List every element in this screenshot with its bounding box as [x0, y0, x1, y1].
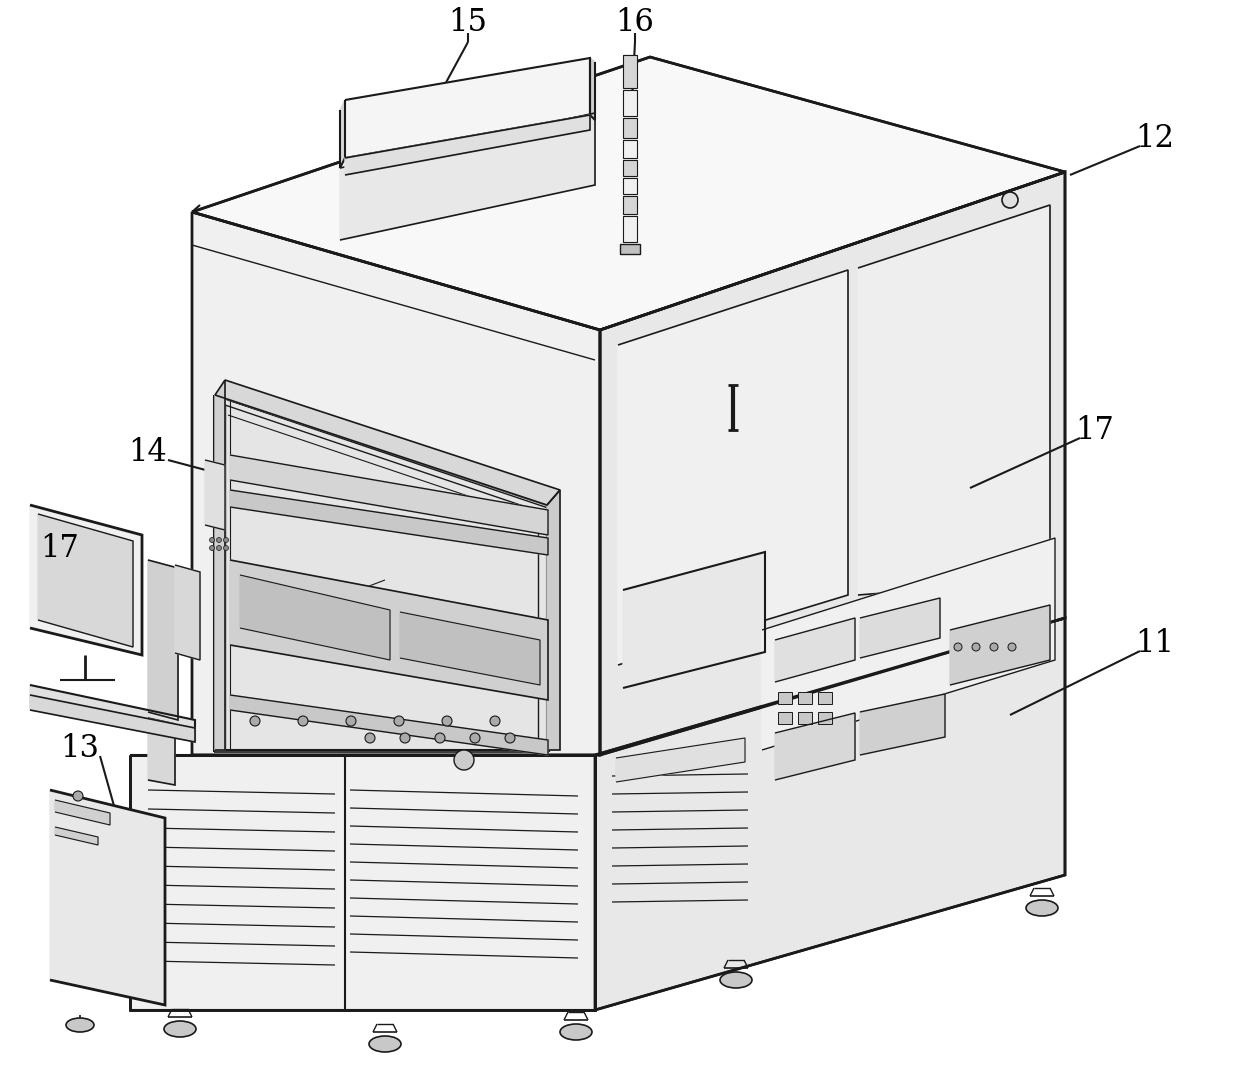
Polygon shape — [340, 113, 595, 240]
FancyBboxPatch shape — [818, 692, 832, 704]
Text: 13: 13 — [61, 732, 99, 763]
Polygon shape — [618, 270, 848, 665]
Polygon shape — [229, 560, 548, 700]
Polygon shape — [616, 738, 745, 782]
Text: 17: 17 — [41, 533, 79, 564]
Ellipse shape — [1025, 900, 1058, 916]
Ellipse shape — [164, 1021, 196, 1037]
Polygon shape — [205, 460, 224, 530]
Polygon shape — [775, 713, 856, 780]
Circle shape — [298, 716, 308, 726]
FancyBboxPatch shape — [777, 712, 792, 724]
FancyBboxPatch shape — [777, 692, 792, 704]
FancyBboxPatch shape — [799, 712, 812, 724]
Polygon shape — [241, 576, 391, 661]
Polygon shape — [148, 560, 179, 720]
FancyBboxPatch shape — [622, 54, 637, 88]
FancyBboxPatch shape — [622, 196, 637, 214]
Polygon shape — [775, 618, 856, 682]
Text: 14: 14 — [129, 436, 167, 468]
FancyBboxPatch shape — [620, 244, 640, 254]
Text: 16: 16 — [615, 7, 655, 37]
Polygon shape — [595, 618, 1065, 1010]
Circle shape — [454, 750, 474, 770]
Polygon shape — [55, 827, 98, 845]
Polygon shape — [38, 514, 133, 647]
Polygon shape — [192, 57, 1065, 330]
Circle shape — [394, 716, 404, 726]
Circle shape — [972, 643, 980, 651]
Polygon shape — [30, 505, 143, 655]
FancyBboxPatch shape — [622, 216, 637, 242]
FancyBboxPatch shape — [622, 90, 637, 116]
Circle shape — [1008, 643, 1016, 651]
Polygon shape — [192, 211, 600, 755]
Polygon shape — [175, 565, 200, 661]
Polygon shape — [590, 58, 595, 120]
Ellipse shape — [66, 1018, 94, 1032]
Ellipse shape — [720, 972, 751, 988]
Polygon shape — [229, 695, 548, 755]
Circle shape — [210, 545, 215, 550]
Polygon shape — [401, 611, 539, 685]
Polygon shape — [600, 172, 1065, 755]
Circle shape — [441, 716, 453, 726]
Polygon shape — [622, 552, 765, 688]
Text: 11: 11 — [1136, 628, 1174, 658]
Circle shape — [223, 537, 228, 543]
Polygon shape — [763, 538, 1055, 750]
Text: 12: 12 — [1136, 122, 1174, 154]
Polygon shape — [229, 490, 548, 555]
Polygon shape — [950, 605, 1050, 685]
FancyBboxPatch shape — [622, 178, 637, 194]
Circle shape — [217, 545, 222, 550]
Polygon shape — [215, 395, 547, 750]
Circle shape — [250, 716, 260, 726]
FancyBboxPatch shape — [622, 160, 637, 175]
Text: 17: 17 — [1075, 414, 1115, 446]
Text: 15: 15 — [449, 7, 487, 37]
Circle shape — [435, 732, 445, 743]
Circle shape — [223, 545, 228, 550]
Circle shape — [210, 537, 215, 543]
Circle shape — [470, 732, 480, 743]
Circle shape — [401, 732, 410, 743]
Polygon shape — [130, 755, 595, 1010]
Polygon shape — [215, 380, 224, 750]
Polygon shape — [340, 100, 345, 168]
Circle shape — [73, 791, 83, 801]
Polygon shape — [30, 685, 195, 740]
Polygon shape — [229, 455, 548, 535]
Circle shape — [365, 732, 374, 743]
Polygon shape — [30, 695, 195, 742]
Polygon shape — [547, 490, 560, 750]
Circle shape — [490, 716, 500, 726]
Ellipse shape — [370, 1036, 401, 1052]
FancyBboxPatch shape — [799, 692, 812, 704]
Polygon shape — [345, 116, 590, 175]
Polygon shape — [861, 598, 940, 658]
Circle shape — [990, 643, 998, 651]
FancyBboxPatch shape — [622, 118, 637, 138]
Polygon shape — [148, 718, 175, 785]
Circle shape — [505, 732, 515, 743]
Circle shape — [954, 643, 962, 651]
Circle shape — [346, 716, 356, 726]
Ellipse shape — [560, 1024, 591, 1040]
FancyBboxPatch shape — [155, 762, 174, 772]
Polygon shape — [215, 380, 560, 505]
Polygon shape — [858, 205, 1050, 595]
Circle shape — [1002, 192, 1018, 208]
Circle shape — [217, 537, 222, 543]
Polygon shape — [861, 694, 945, 755]
Polygon shape — [345, 58, 590, 158]
FancyBboxPatch shape — [818, 712, 832, 724]
Polygon shape — [50, 790, 165, 1005]
FancyBboxPatch shape — [622, 140, 637, 158]
Polygon shape — [55, 800, 110, 825]
